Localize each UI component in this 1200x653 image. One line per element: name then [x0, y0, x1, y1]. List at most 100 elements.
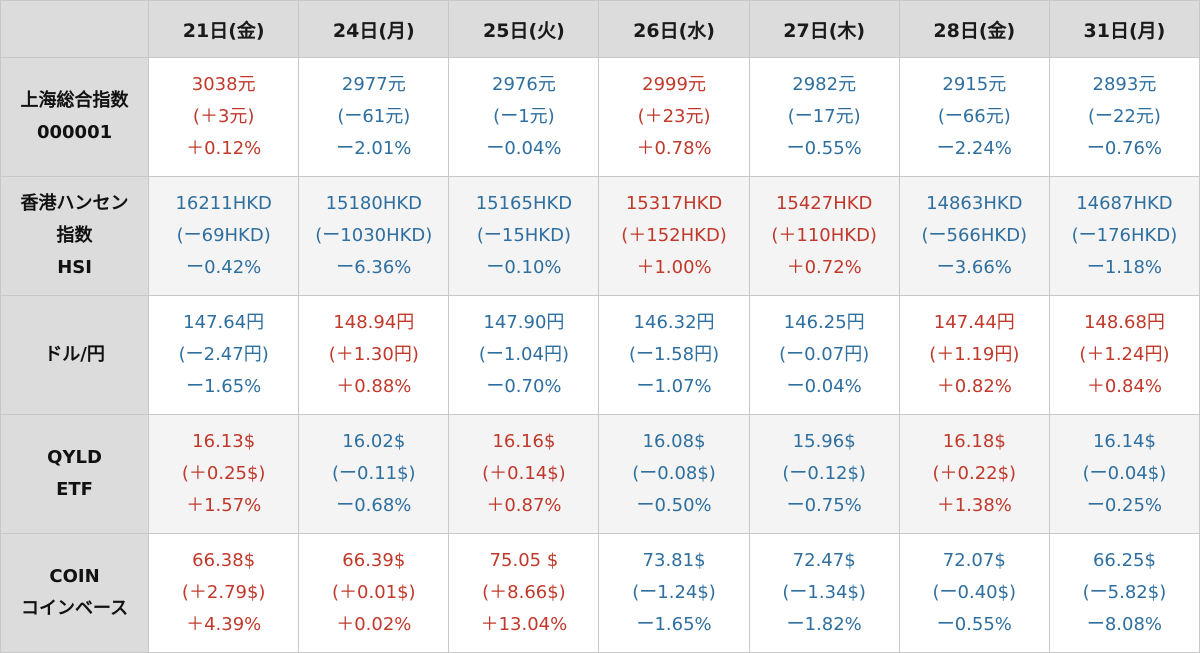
change-amount: (ー1.24$) [632, 582, 716, 603]
price-value: 147.44円 [933, 312, 1015, 333]
change-amount: (ー176HKD) [1071, 225, 1178, 246]
change-amount: (ー5.82$) [1082, 582, 1167, 603]
data-cell: 16.14$ (ー0.04$) ー0.25% [1048, 414, 1200, 534]
change-percent: ー1.18% [1086, 257, 1163, 278]
data-cell: 2977元 (ー61元) ー2.01% [298, 57, 450, 177]
row-label: 上海総合指数 000001 [0, 57, 150, 177]
price-value: 16.02$ [342, 431, 406, 452]
change-amount: (ー0.12$) [782, 463, 866, 484]
corner-cell [0, 0, 150, 58]
change-percent: ー0.10% [486, 257, 562, 278]
change-amount: (＋1.30円) [328, 344, 419, 365]
price-value: 16.18$ [942, 431, 1006, 452]
change-percent: ー0.04% [486, 138, 562, 159]
price-value: 15165HKD [475, 193, 573, 214]
table-row: ドル/円 147.64円 (ー2.47円) ー1.65% 148.94円 (＋1.30円)… [0, 295, 1200, 415]
data-cell: 2976元 (ー1元) ー0.04% [448, 57, 600, 177]
change-amount: (ー2.47円) [178, 344, 269, 365]
price-value: 15427HKD [775, 193, 873, 214]
price-value: 16.13$ [192, 431, 256, 452]
change-amount: (ー0.04$) [1082, 463, 1167, 484]
change-percent: ー1.65% [186, 376, 262, 397]
data-cell: 14687HKD (ー176HKD) ー1.18% [1048, 176, 1200, 296]
data-cell: 147.44円 (＋1.19円) ＋0.82% [898, 295, 1050, 415]
price-value: 2999元 [642, 74, 706, 95]
change-amount: (ー1.58円) [628, 344, 720, 365]
price-value: 66.39$ [342, 550, 406, 571]
change-percent: ー0.68% [336, 495, 412, 516]
row-label: COIN コインベース [0, 533, 150, 653]
change-amount: (ー0.07円) [779, 344, 870, 365]
change-percent: ＋0.02% [336, 614, 412, 635]
change-amount: (ー0.08$) [632, 463, 716, 484]
change-percent: ＋4.39% [186, 614, 262, 635]
row-label-line: コインベース [21, 598, 129, 619]
data-cell: 75.05 $ (＋8.66$) ＋13.04% [448, 533, 600, 653]
row-label-line: ETF [56, 479, 93, 500]
change-amount: (ー1.04円) [478, 344, 569, 365]
data-cell: 148.68円 (＋1.24円) ＋0.84% [1048, 295, 1200, 415]
data-cell: 16.18$ (＋0.22$) ＋1.38% [898, 414, 1050, 534]
price-value: 73.81$ [642, 550, 706, 571]
price-value: 72.07$ [942, 550, 1006, 571]
change-amount: (＋0.14$) [482, 463, 566, 484]
data-cell: 2999元 (＋23元) ＋0.78% [598, 57, 750, 177]
change-amount: (＋0.25$) [181, 463, 266, 484]
row-label: ドル/円 [0, 295, 150, 415]
data-cell: 15180HKD (ー1030HKD) ー6.36% [298, 176, 450, 296]
row-label-line: 000001 [36, 122, 113, 143]
change-percent: ＋0.78% [636, 138, 712, 159]
table-header: 21日(金) 24日(月) 25日(火) 26日(水) 27日(木) 28日(金… [0, 0, 1200, 58]
change-amount: (ー1030HKD) [315, 225, 433, 246]
row-label-line: QYLD [47, 447, 102, 468]
change-amount: (ー0.40$) [932, 582, 1017, 603]
price-value: 147.90円 [483, 312, 565, 333]
data-cell: 15165HKD (ー15HKD) ー0.10% [448, 176, 600, 296]
change-amount: (ー61元) [337, 106, 411, 127]
change-percent: ＋0.82% [936, 376, 1012, 397]
change-percent: ー1.07% [636, 376, 712, 397]
table-row: 上海総合指数 000001 3038元 (＋3元) ＋0.12% 2977元 (ー61元) ー… [0, 57, 1200, 177]
change-percent: ー0.55% [936, 614, 1012, 635]
price-value: 2976元 [492, 74, 556, 95]
change-percent: ー0.25% [1086, 495, 1163, 516]
price-value: 16.14$ [1092, 431, 1156, 452]
row-label: 香港ハンセン 指数 HSI [0, 176, 150, 296]
data-cell: 66.38$ (＋2.79$) ＋4.39% [148, 533, 300, 653]
data-cell: 14863HKD (ー566HKD) ー3.66% [898, 176, 1050, 296]
data-cell: 16.08$ (ー0.08$) ー0.50% [598, 414, 750, 534]
change-percent: ー0.42% [186, 257, 262, 278]
table-row: COIN コインベース 66.38$ (＋2.79$) ＋4.39% 66.39$ (＋0.… [0, 533, 1200, 653]
change-percent: ＋0.84% [1086, 376, 1163, 397]
row-label-line: 上海総合指数 [20, 90, 129, 111]
price-value: 15180HKD [325, 193, 423, 214]
row-label-line: HSI [57, 257, 92, 278]
change-percent: ー3.66% [936, 257, 1012, 278]
data-cell: 146.25円 (ー0.07円) ー0.04% [748, 295, 900, 415]
change-amount: (ー0.11$) [332, 463, 416, 484]
price-value: 66.25$ [1092, 550, 1156, 571]
row-label-line: ドル/円 [44, 344, 105, 365]
day-header: 31日(月) [1048, 0, 1200, 58]
data-cell: 2915元 (ー66元) ー2.24% [898, 57, 1050, 177]
change-amount: (＋0.22$) [932, 463, 1017, 484]
price-value: 14863HKD [926, 193, 1023, 214]
price-value: 16211HKD [175, 193, 272, 214]
data-cell: 148.94円 (＋1.30円) ＋0.88% [298, 295, 450, 415]
change-amount: (ー66元) [937, 106, 1011, 127]
change-percent: ＋1.57% [186, 495, 262, 516]
row-label: QYLD ETF [0, 414, 150, 534]
data-cell: 147.90円 (ー1.04円) ー0.70% [448, 295, 600, 415]
change-amount: (＋3元) [192, 106, 255, 127]
data-cell: 72.07$ (ー0.40$) ー0.55% [898, 533, 1050, 653]
table-row: QYLD ETF 16.13$ (＋0.25$) ＋1.57% 16.02$ (ー0.11$… [0, 414, 1200, 534]
change-percent: ー0.50% [636, 495, 712, 516]
data-cell: 16211HKD (ー69HKD) ー0.42% [148, 176, 300, 296]
data-cell: 66.25$ (ー5.82$) ー8.08% [1048, 533, 1200, 653]
price-value: 146.32円 [633, 312, 715, 333]
day-header: 24日(月) [298, 0, 450, 58]
data-cell: 72.47$ (ー1.34$) ー1.82% [748, 533, 900, 653]
change-percent: ー0.55% [786, 138, 862, 159]
change-amount: (ー566HKD) [921, 225, 1028, 246]
